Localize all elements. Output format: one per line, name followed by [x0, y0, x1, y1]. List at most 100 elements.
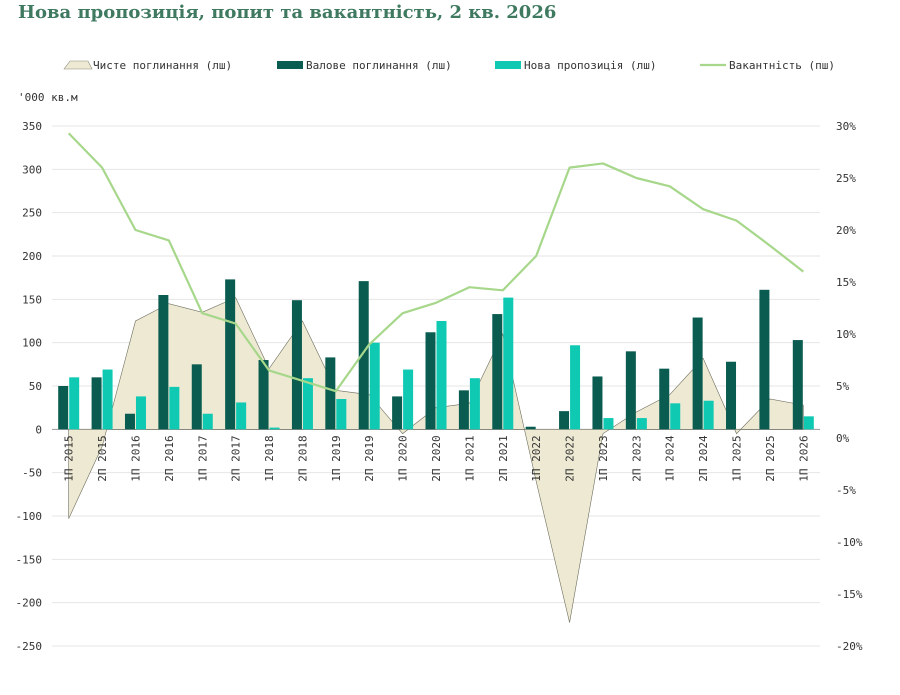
y-tick-label: 350	[22, 120, 42, 133]
legend-label: Чисте поглинання (лш)	[93, 59, 232, 72]
bar-gross-absorption	[659, 368, 670, 430]
bar-gross-absorption	[692, 317, 703, 430]
bar-gross-absorption	[325, 357, 336, 430]
y-axis-right: 30% 25% 20% 15% 10% 5% 0% -5% -10% -15% -20%	[836, 120, 863, 653]
vacancy-line	[67, 132, 804, 393]
y-tick-label: 250	[22, 207, 42, 220]
y-tick-label: 200	[22, 250, 42, 263]
y2-tick-label: 15%	[836, 276, 856, 289]
y2-tick-label: 25%	[836, 172, 856, 185]
bar-gross-absorption	[792, 340, 803, 430]
bars	[58, 279, 814, 430]
bar-new-supply	[135, 396, 146, 430]
bar-gross-absorption	[525, 426, 536, 430]
bar-gross-absorption	[592, 376, 603, 430]
legend-item: Нова пропозиція (лш)	[495, 59, 656, 72]
legend-label: Нова пропозиція (лш)	[524, 59, 656, 72]
x-axis: 1П 2015 2П 2015 1П 2016 2П 2016 1П 2017 2П 20…	[63, 435, 811, 482]
y-tick-label: 300	[22, 163, 42, 176]
bar-new-supply	[503, 297, 514, 430]
bar-new-supply	[703, 400, 714, 430]
chart-title: Нова пропозиція, попит та вакантність, 2…	[18, 2, 557, 23]
x-tick-label: 1П 2016	[129, 435, 142, 481]
y2-tick-label: 20%	[836, 224, 856, 237]
x-tick-label: 2П 2024	[697, 435, 710, 482]
bar-gross-absorption	[225, 279, 236, 430]
legend-label: Валове поглинання (лш)	[306, 59, 452, 72]
x-tick-label: 2П 2018	[296, 435, 309, 481]
bar-new-supply	[603, 418, 614, 430]
bar-new-supply	[202, 413, 213, 430]
bar-new-supply	[169, 386, 180, 430]
bar-new-supply	[269, 427, 280, 430]
y2-tick-label: 0%	[836, 432, 850, 445]
bar-gross-absorption	[91, 377, 102, 430]
bar-gross-absorption	[458, 390, 469, 430]
bar-gross-absorption	[625, 351, 636, 430]
x-tick-label: 2П 2021	[497, 435, 510, 481]
bar-new-supply	[403, 369, 414, 430]
bar-gross-absorption	[258, 360, 269, 430]
y2-tick-label: -5%	[836, 484, 856, 497]
x-tick-label: 1П 2024	[664, 435, 677, 482]
legend-item: Чисте поглинання (лш)	[63, 59, 232, 72]
bar-new-supply	[236, 402, 247, 430]
bar-gross-absorption	[425, 332, 436, 430]
y2-tick-label: 5%	[836, 380, 850, 393]
x-tick-label: 1П 2021	[463, 435, 476, 481]
bar-new-supply	[570, 345, 581, 430]
y-tick-label: -50	[22, 467, 42, 480]
legend: Чисте поглинання (лш) Валове поглинання (…	[63, 59, 835, 72]
bar-new-supply	[69, 377, 80, 430]
bar-new-supply	[469, 378, 480, 430]
bar-gross-absorption	[291, 300, 302, 430]
bar-gross-absorption	[191, 364, 202, 430]
y-tick-label: -150	[16, 553, 43, 566]
x-tick-label: 2П 2020	[430, 435, 443, 481]
bar-gross-absorption	[124, 413, 135, 430]
bar-gross-absorption	[492, 314, 503, 430]
y-tick-label: 50	[29, 380, 42, 393]
legend-item: Вакантність (пш)	[700, 59, 835, 72]
x-tick-label: 1П 2026	[797, 435, 810, 481]
x-tick-label: 1П 2020	[397, 435, 410, 481]
bar-gross-absorption	[58, 386, 69, 430]
x-tick-label: 2П 2016	[163, 435, 176, 481]
bar-new-supply	[336, 399, 347, 430]
y-tick-label: 150	[22, 293, 42, 306]
y2-tick-label: -15%	[836, 588, 863, 601]
legend-swatch	[495, 61, 521, 69]
vacancy-line-path	[67, 132, 804, 393]
bar-new-supply	[670, 403, 681, 430]
x-tick-label: 2П 2019	[363, 435, 376, 481]
x-tick-label: 2П 2022	[564, 435, 577, 481]
bar-new-supply	[803, 416, 814, 430]
bar-new-supply	[436, 321, 447, 430]
y-tick-label: 100	[22, 337, 42, 350]
bar-new-supply	[102, 369, 113, 430]
bar-gross-absorption	[158, 295, 169, 430]
gridlines	[52, 125, 820, 647]
x-tick-label: 1П 2017	[196, 435, 209, 481]
x-tick-label: 1П 2025	[731, 435, 744, 481]
y-axis-left: 350 300 250 200 150 100 50 0 -50 -100 -150 -200 -250	[16, 120, 43, 653]
x-tick-label: 1П 2019	[330, 435, 343, 481]
x-tick-label: 2П 2015	[96, 435, 109, 481]
x-tick-label: 2П 2025	[764, 435, 777, 481]
bar-gross-absorption	[559, 411, 570, 430]
bar-gross-absorption	[726, 361, 737, 430]
x-tick-label: 2П 2023	[630, 435, 643, 481]
y-tick-label: -200	[16, 597, 43, 610]
legend-swatch	[63, 60, 93, 70]
y-tick-label: 0	[35, 423, 42, 436]
y-tick-label: -250	[16, 640, 43, 653]
y-tick-label: -100	[16, 510, 43, 523]
legend-swatch	[277, 61, 303, 69]
y2-tick-label: -20%	[836, 640, 863, 653]
x-tick-label: 1П 2022	[530, 435, 543, 481]
bar-new-supply	[636, 418, 647, 430]
bar-new-supply	[302, 378, 313, 430]
x-tick-label: 1П 2015	[63, 435, 76, 481]
bar-new-supply	[369, 342, 380, 430]
